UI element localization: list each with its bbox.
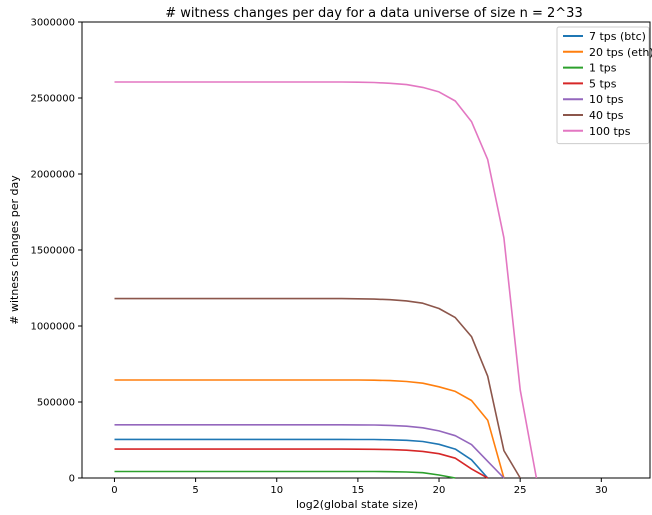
series-line-1-tps: [114, 470, 456, 479]
y-tick-label: 3000000: [30, 18, 75, 29]
chart-title: # witness changes per day for a data uni…: [165, 6, 582, 21]
legend: 7 tps (btc) 20 tps (eth) 1 tps 5 tps 10 tps 4…: [556, 26, 652, 145]
legend-label: 20 tps (eth): [589, 46, 652, 59]
y-tick-label: 500000: [37, 398, 75, 409]
x-tick-label: 20: [433, 485, 446, 496]
y-tick-label: 2000000: [30, 170, 75, 181]
legend-label: 5 tps: [589, 77, 617, 90]
x-tick-label: 10: [270, 485, 283, 496]
legend-label: 1 tps: [589, 62, 617, 75]
x-axis-label: log2(global state size): [296, 498, 418, 511]
legend-label: 10 tps: [589, 93, 624, 106]
y-tick-label: 2500000: [30, 94, 75, 105]
series-line-100-tps: [114, 81, 538, 479]
y-axis-label: # witness changes per day: [8, 175, 21, 325]
x-tick-label: 15: [352, 485, 365, 496]
y-tick-label: 1500000: [30, 246, 75, 257]
plot-area: [81, 21, 651, 479]
legend-label: 7 tps (btc): [589, 30, 646, 43]
series-line-10-tps: [114, 423, 505, 479]
x-tick-label: 0: [111, 485, 117, 496]
series-line-7-tps-btc: [114, 438, 489, 479]
x-tick-label: 30: [595, 485, 608, 496]
series-group: [114, 81, 538, 479]
series-line-20-tps-eth: [114, 379, 505, 479]
y-tick-label: 1000000: [30, 322, 75, 333]
y-axis: 0 500000 1000000 1500000 2000000 2500000 30000…: [30, 18, 82, 485]
series-line-40-tps: [114, 297, 521, 479]
legend-label: 40 tps: [589, 109, 624, 122]
legend-label: 100 tps: [589, 125, 631, 138]
series-line-5-tps: [114, 448, 489, 479]
x-tick-label: 5: [192, 485, 198, 496]
x-axis: 0 5 10 15 20 25 30: [111, 478, 608, 496]
x-tick-label: 25: [514, 485, 527, 496]
y-tick-label: 0: [69, 474, 75, 485]
